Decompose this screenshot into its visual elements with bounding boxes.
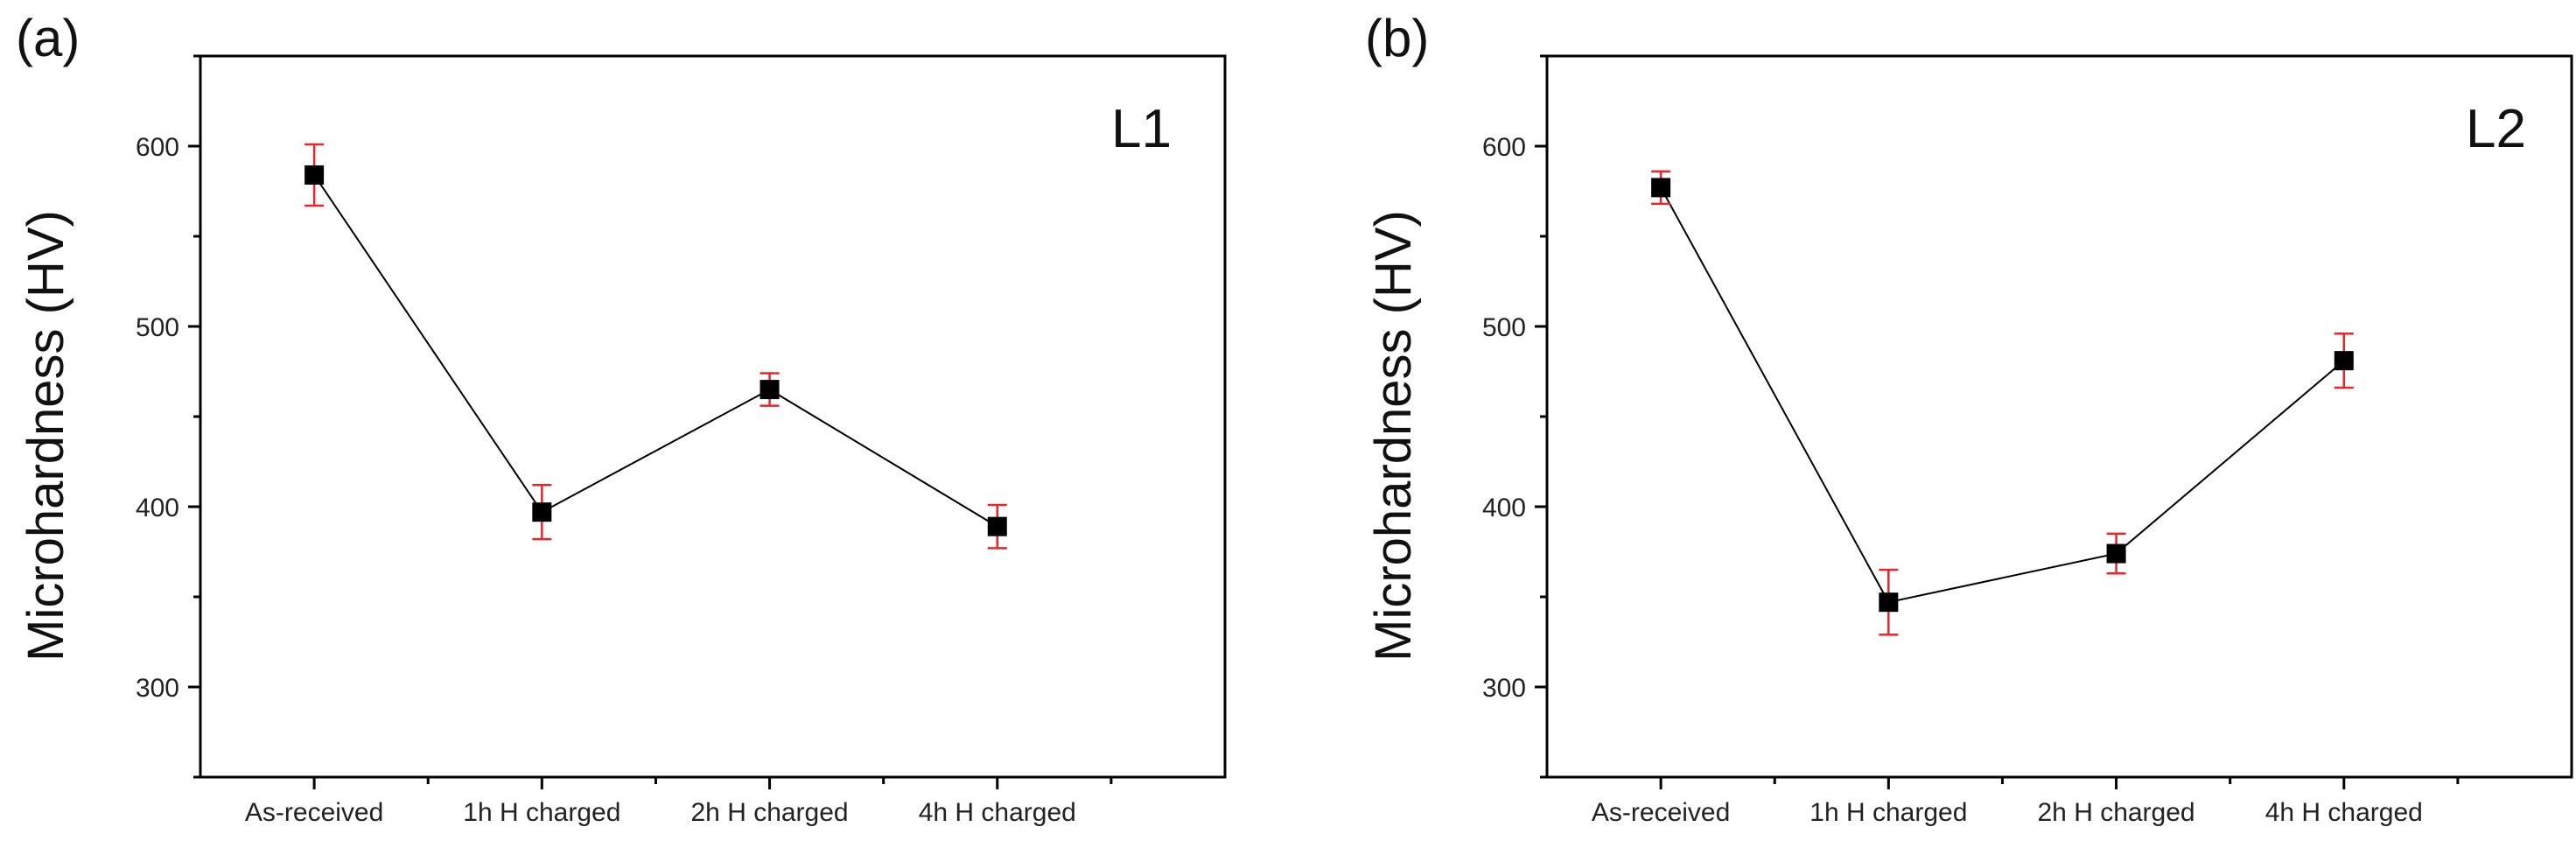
x-tick-label: 2h H charged	[690, 798, 848, 827]
y-tick-label: 500	[136, 313, 179, 342]
data-point	[760, 380, 780, 400]
data-point	[1879, 592, 1899, 613]
y-axis-title: Microhardness (HV)	[1365, 210, 1422, 662]
y-tick-label: 400	[1482, 494, 1526, 522]
y-tick-label: 400	[136, 494, 179, 522]
series-label: L1	[1111, 99, 1172, 159]
axes-frame	[1545, 54, 2573, 779]
x-tick-label: 4h H charged	[2265, 798, 2423, 827]
y-axis-title: Microhardness (HV)	[18, 210, 74, 662]
data-point	[1651, 178, 1671, 198]
x-tick-label: 1h H charged	[1810, 798, 1967, 827]
x-tick-label: 4h H charged	[919, 798, 1076, 827]
y-tick-label: 300	[136, 674, 179, 703]
y-tick-label: 300	[1482, 674, 1526, 703]
plot-area: 300 400 500 600 As-received 1h H charged 2h H …	[1482, 54, 2573, 827]
data-point	[304, 165, 325, 185]
data-point	[532, 502, 552, 522]
series-line	[1660, 186, 2345, 604]
x-tick-label: As-received	[245, 798, 383, 827]
panel-a: (a) L1 Microhardness (HV) 300 400 500 600 As…	[16, 9, 1227, 827]
data-point	[2334, 351, 2354, 371]
panel-label: (a)	[16, 9, 80, 67]
x-tick-label: As-received	[1592, 798, 1730, 827]
y-tick-label: 500	[1482, 313, 1526, 342]
data-point	[987, 516, 1007, 536]
axes-frame	[199, 54, 1227, 779]
plot-area: 300 400 500 600 As-received 1h H charged 2h H …	[136, 54, 1227, 827]
y-tick-label: 600	[136, 133, 179, 162]
data-point	[2106, 543, 2126, 564]
y-tick-label: 600	[1482, 133, 1526, 162]
panel-label: (b)	[1365, 9, 1429, 67]
x-tick-label: 1h H charged	[463, 798, 620, 827]
series-line	[313, 174, 998, 528]
series-label: L2	[2466, 99, 2526, 159]
panel-b: (b) L2 Microhardness (HV) 300 400 500 600 As…	[1365, 9, 2573, 827]
x-tick-label: 2h H charged	[2037, 798, 2194, 827]
